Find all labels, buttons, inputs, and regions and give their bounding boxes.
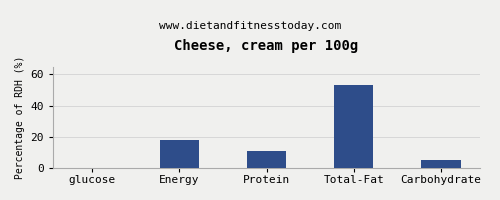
Title: Cheese, cream per 100g: Cheese, cream per 100g <box>174 39 358 53</box>
Y-axis label: Percentage of RDH (%): Percentage of RDH (%) <box>15 56 25 179</box>
Bar <box>422 160 461 168</box>
Bar <box>334 85 374 168</box>
Text: www.dietandfitnesstoday.com: www.dietandfitnesstoday.com <box>159 21 341 31</box>
Bar <box>247 151 286 168</box>
Bar <box>160 140 199 168</box>
